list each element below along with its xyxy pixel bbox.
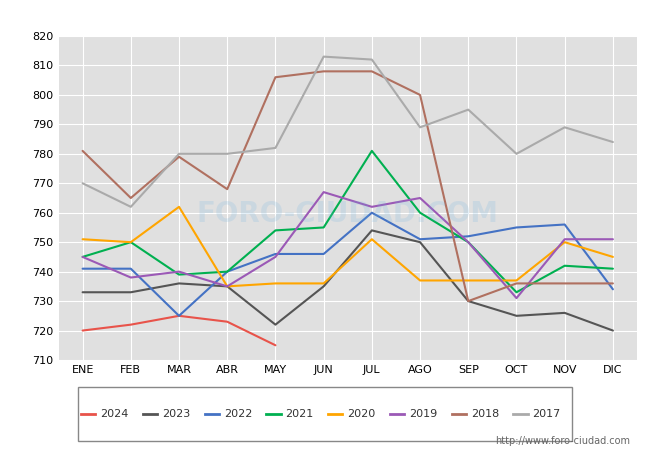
Text: 2022: 2022 — [224, 409, 252, 419]
Text: FORO-CIUDAD.COM: FORO-CIUDAD.COM — [197, 200, 499, 228]
Text: 2017: 2017 — [532, 409, 561, 419]
Text: Afiliados en Coaña a 31/5/2024: Afiliados en Coaña a 31/5/2024 — [195, 7, 455, 25]
Text: 2018: 2018 — [471, 409, 499, 419]
Text: 2020: 2020 — [347, 409, 376, 419]
Text: 2023: 2023 — [162, 409, 190, 419]
Text: 2021: 2021 — [285, 409, 314, 419]
Text: http://www.foro-ciudad.com: http://www.foro-ciudad.com — [495, 436, 630, 446]
Text: 2024: 2024 — [100, 409, 129, 419]
Text: 2019: 2019 — [409, 409, 437, 419]
